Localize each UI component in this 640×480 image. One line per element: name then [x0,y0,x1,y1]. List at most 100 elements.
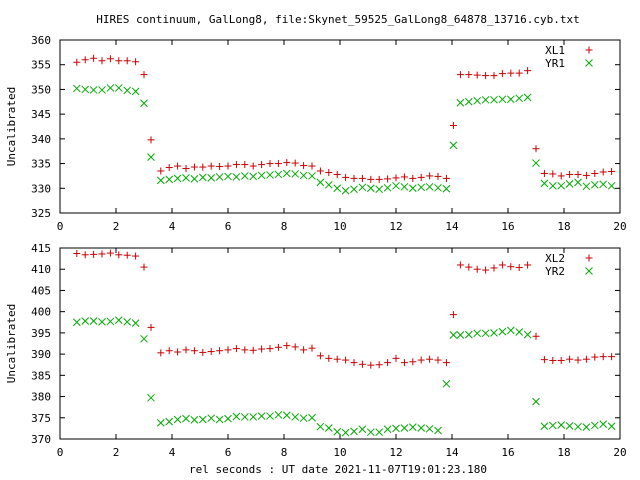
x-tick-label: 12 [389,220,402,233]
x-tick-label: 14 [445,220,459,233]
data-point-YR2 [131,319,140,327]
x-tick-label: 10 [333,446,346,459]
data-point-XL1 [291,159,299,167]
data-point-XL1 [106,55,114,63]
data-point-YR2 [350,427,358,436]
data-point-YR1 [464,97,473,106]
data-point-YR2 [114,316,123,325]
x-tick-label: 6 [225,220,232,233]
data-point-XL1 [342,173,350,181]
x-tick-label: 16 [501,220,514,233]
data-point-XL2 [582,355,590,363]
x-tick-label: 0 [57,220,64,233]
data-point-YR2 [316,422,325,431]
data-point-XL2 [157,349,165,357]
data-point-YR1 [190,175,199,183]
data-point-YR2 [140,334,148,343]
data-point-XL1 [490,72,498,80]
data-point-XL2 [216,347,224,355]
y-tick-label: 390 [31,348,51,361]
data-point-YR2 [532,397,540,406]
data-point-YR1 [358,183,367,192]
data-point-XL1 [498,70,506,78]
data-point-XL2 [442,359,450,367]
data-point-YR2 [557,421,566,429]
data-point-XL2 [90,250,98,258]
legend-marker [585,59,593,67]
data-point-YR2 [123,317,132,326]
data-point-XL1 [81,56,89,64]
data-point-XL2 [266,345,274,353]
y-tick-label: 375 [31,412,51,425]
data-point-YR1 [557,181,566,190]
data-point-XL2 [384,359,392,367]
data-point-YR1 [257,171,266,180]
data-point-YR2 [425,424,434,433]
data-point-YR1 [408,184,417,193]
data-point-XL1 [532,145,540,153]
x-tick-label: 10 [333,220,346,233]
data-point-XL2 [258,345,266,353]
data-point-YR1 [266,171,274,179]
y-tick-label: 350 [31,83,51,96]
data-point-YR1 [425,182,434,191]
data-point-YR2 [523,330,532,339]
data-point-XL1 [392,174,400,182]
data-point-XL1 [426,172,434,180]
data-point-YR1 [282,169,291,178]
data-point-XL1 [140,71,148,79]
data-point-YR1 [456,98,465,107]
data-point-XL2 [574,356,582,364]
data-point-YR1 [599,180,608,189]
data-point-XL1 [266,160,274,168]
data-point-YR1 [400,182,409,191]
data-point-YR2 [392,424,400,433]
data-point-YR2 [257,412,266,420]
data-point-YR2 [590,421,599,430]
data-point-YR1 [249,172,258,181]
y-tick-label: 415 [31,242,51,255]
data-point-XL1 [90,54,98,62]
data-point-XL2 [507,263,515,271]
data-point-XL2 [342,356,350,364]
data-point-XL2 [434,356,442,364]
data-point-XL1 [300,162,308,170]
data-point-XL1 [123,57,131,65]
data-point-XL1 [482,72,490,80]
x-tick-label: 2 [113,446,120,459]
data-point-XL2 [165,347,173,355]
data-point-XL2 [81,251,89,259]
y-tick-label: 395 [31,327,51,340]
data-point-YR2 [607,422,616,431]
data-point-YR1 [582,182,591,191]
data-point-XL2 [190,347,198,355]
legend-label: XL2 [545,252,565,265]
x-tick-label: 6 [225,446,232,459]
data-point-XL2 [566,355,574,363]
data-point-XL2 [549,356,557,364]
data-point-XL2 [283,342,291,350]
data-point-YR1 [366,184,375,193]
data-point-YR2 [333,427,342,436]
x-tick-label: 4 [169,220,176,233]
y-tick-label: 330 [31,182,51,195]
data-point-XL2 [608,353,616,361]
data-point-YR1 [81,85,90,94]
data-point-XL2 [524,261,532,269]
data-point-XL1 [73,58,81,66]
data-point-YR2 [72,318,81,327]
data-point-YR1 [506,95,515,104]
data-point-XL1 [308,162,316,170]
data-point-YR2 [274,410,283,419]
data-point-XL2 [300,346,308,354]
x-tick-label: 4 [169,446,176,459]
data-point-YR2 [224,414,232,423]
data-point-YR2 [282,411,291,420]
y-tick-label: 400 [31,306,51,319]
data-point-XL1 [599,168,607,176]
x-tick-label: 16 [501,446,514,459]
y-tick-label: 340 [31,133,51,146]
data-point-XL2 [515,264,523,272]
data-point-YR1 [165,175,174,184]
data-point-YR1 [232,173,241,181]
